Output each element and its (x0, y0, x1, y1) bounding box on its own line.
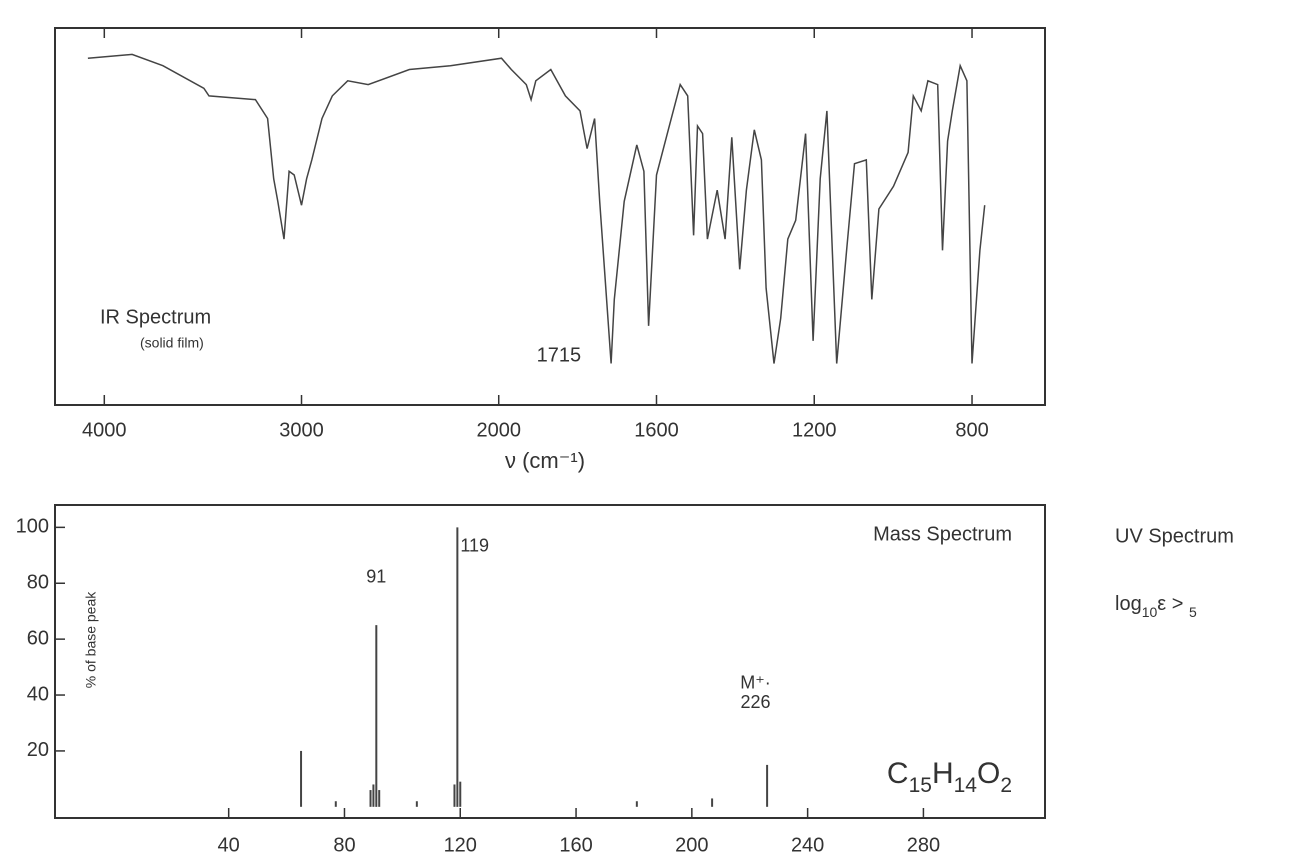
x-tick-label: 1200 (792, 419, 837, 441)
y-tick-label: 60 (27, 627, 49, 649)
x-tick-label: 4000 (82, 419, 127, 441)
x-tick-label: 200 (675, 834, 708, 856)
chart-subtitle: (solid film) (140, 335, 204, 351)
x-tick-label: 40 (218, 834, 240, 856)
annotation: 226 (741, 692, 771, 712)
y-axis-label: % of base peak (83, 591, 99, 689)
chart-title: Mass Spectrum (873, 523, 1012, 545)
x-tick-label: 280 (907, 834, 940, 856)
x-tick-label: 160 (559, 834, 592, 856)
x-tick-label: 1600 (634, 419, 679, 441)
x-tick-label: 3000 (279, 419, 324, 441)
x-tick-label: 120 (444, 834, 477, 856)
x-axis-label: ν (cm⁻¹) (505, 448, 585, 473)
formula: C15H14O2 (887, 757, 1012, 797)
y-tick-label: 20 (27, 739, 49, 761)
chart-title: IR Spectrum (100, 306, 211, 328)
annotation: 119 (460, 536, 489, 556)
x-tick-label: 240 (791, 834, 824, 856)
x-tick-label: 800 (955, 419, 988, 441)
y-tick-label: 40 (27, 683, 49, 705)
y-tick-label: 100 (16, 516, 49, 538)
plot-frame (54, 27, 1046, 406)
annotation: 1715 (537, 344, 582, 366)
x-tick-label: 2000 (476, 419, 521, 441)
plot-frame (54, 504, 1046, 819)
ir-trace (87, 53, 986, 364)
annotation: 91 (366, 566, 386, 586)
annotation: M⁺· (740, 673, 771, 693)
uv-text: log10ε > 5 (1115, 593, 1197, 619)
y-tick-label: 80 (27, 572, 49, 594)
x-tick-label: 80 (333, 834, 355, 856)
uv-title: UV Spectrum (1115, 525, 1234, 547)
